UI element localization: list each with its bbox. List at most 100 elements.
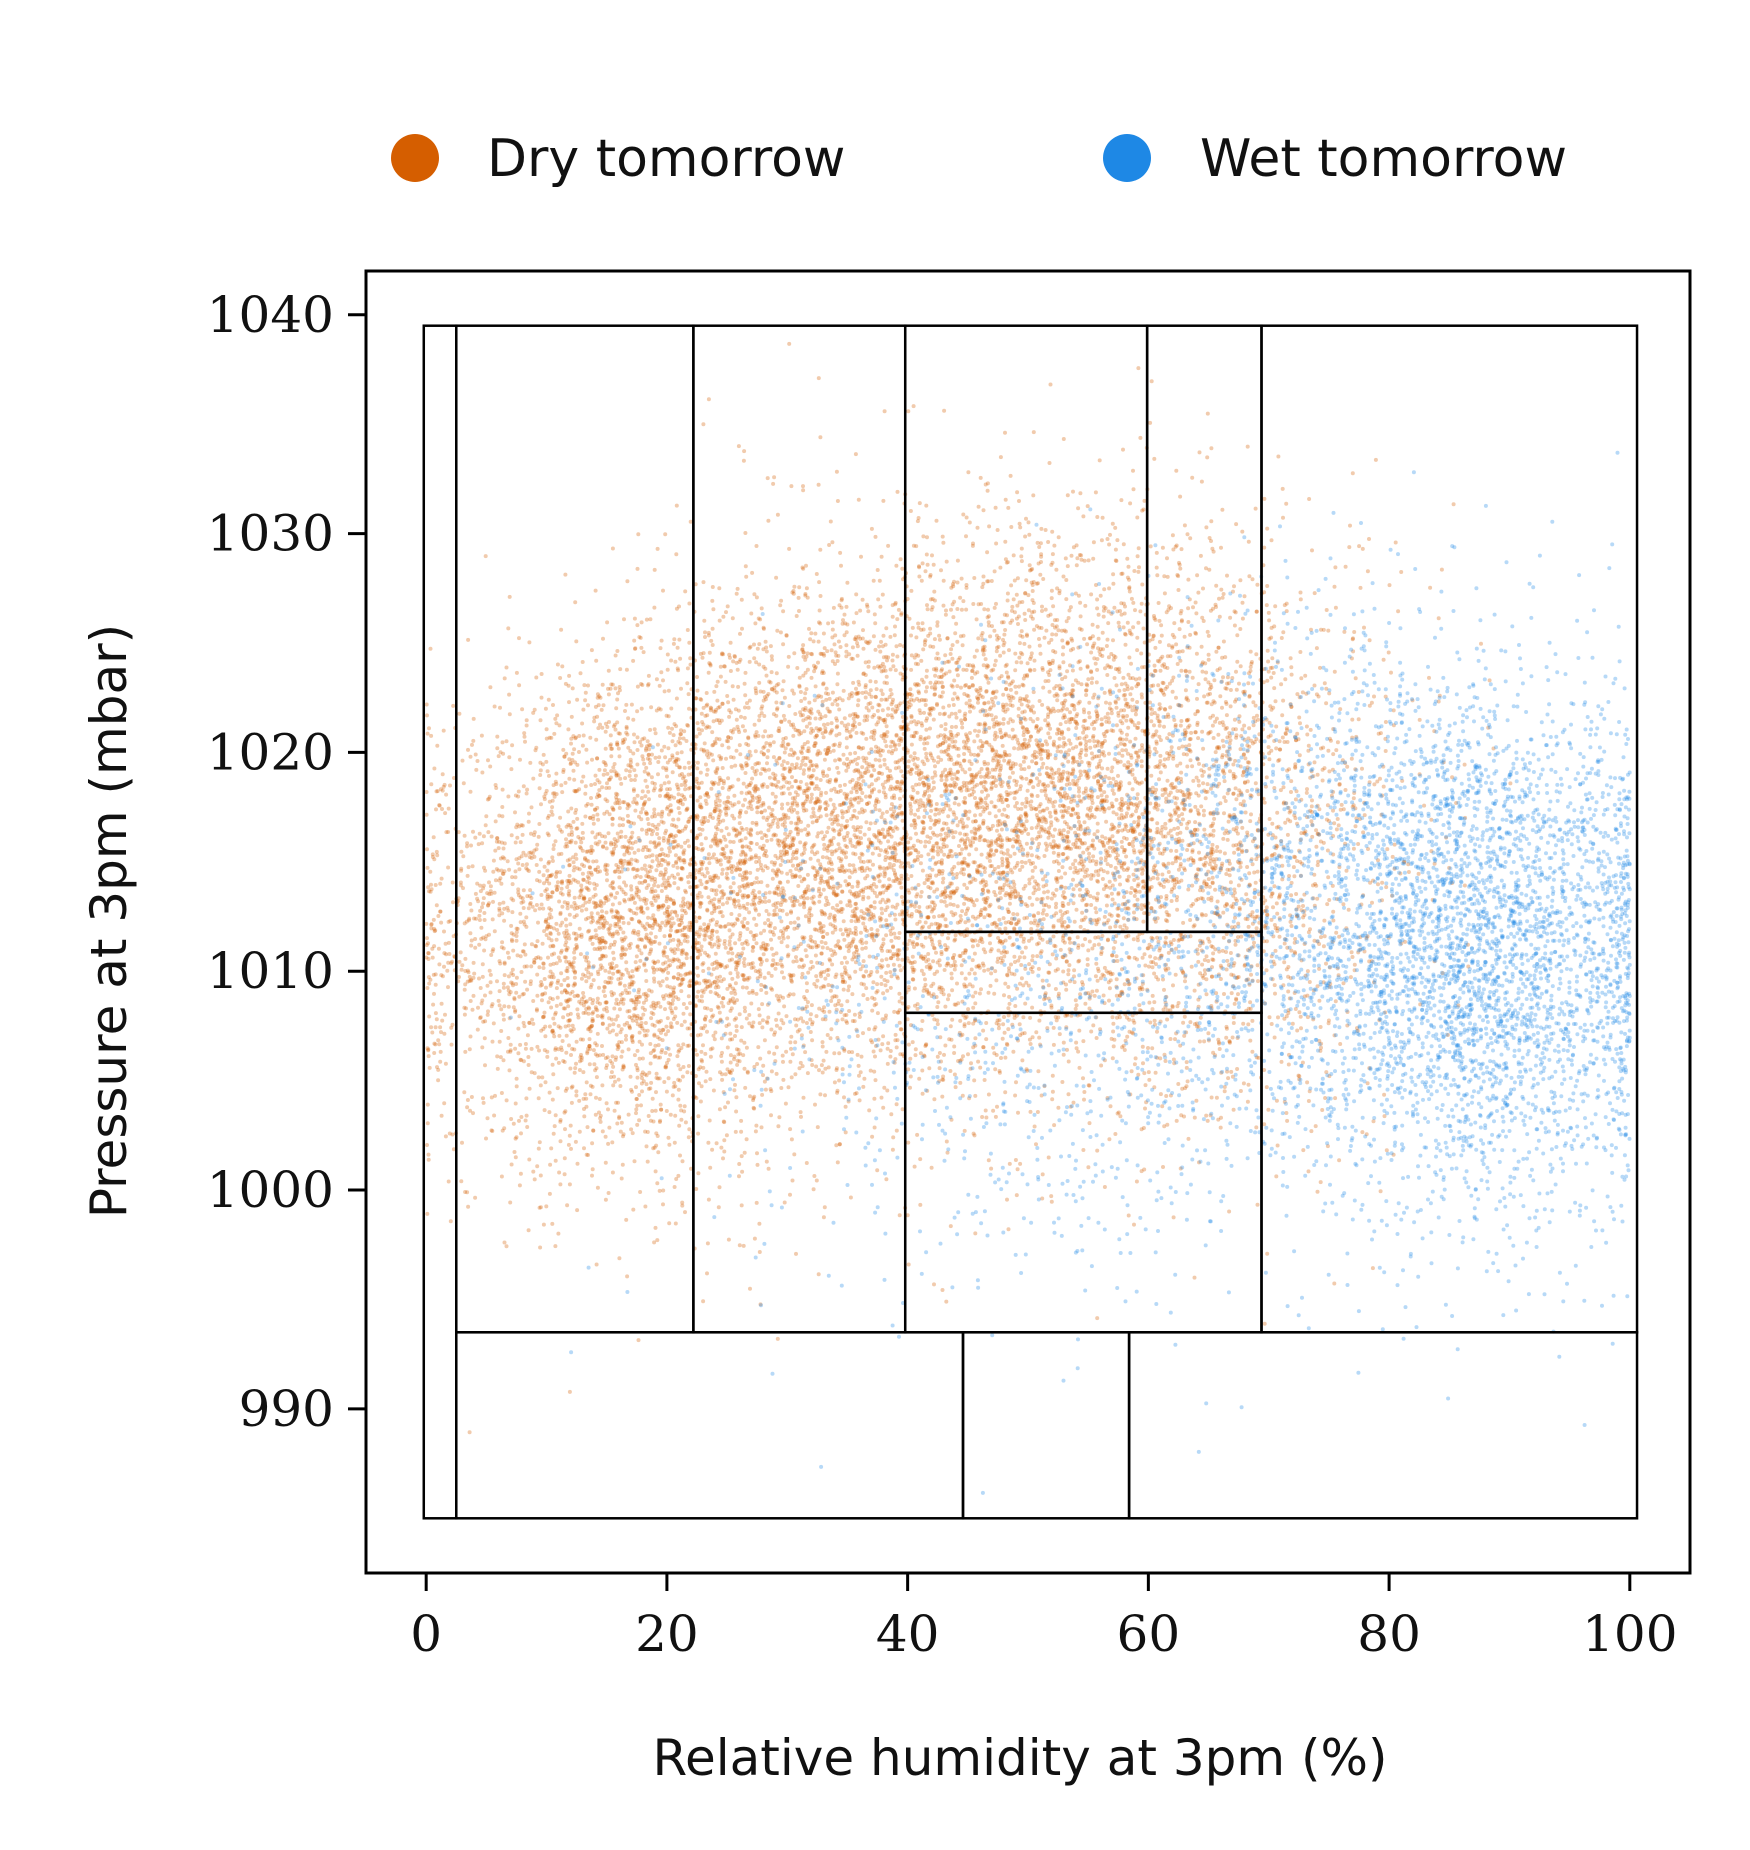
data-point	[492, 929, 497, 934]
data-point	[697, 870, 702, 875]
data-point	[733, 1034, 737, 1038]
data-point	[664, 1024, 669, 1029]
data-point	[604, 868, 609, 873]
data-point	[835, 885, 840, 890]
data-point	[520, 823, 525, 828]
data-point	[572, 956, 577, 961]
data-point	[425, 1046, 430, 1051]
data-point	[551, 975, 556, 980]
data-point	[819, 790, 824, 795]
data-point	[781, 1077, 786, 1082]
data-point	[788, 992, 792, 997]
data-point	[439, 1113, 444, 1118]
data-point	[477, 942, 482, 947]
data-point	[560, 1039, 565, 1043]
data-point	[549, 894, 554, 899]
data-point	[764, 673, 769, 678]
data-point	[662, 1080, 667, 1084]
data-point	[666, 838, 671, 843]
data-point	[600, 834, 605, 839]
data-point	[561, 747, 566, 752]
data-point	[601, 703, 606, 708]
data-point	[656, 1000, 661, 1005]
data-point	[684, 1006, 689, 1010]
data-point	[742, 963, 747, 968]
data-point	[718, 664, 723, 669]
data-point	[614, 863, 619, 867]
data-point	[558, 1119, 563, 1124]
data-point	[687, 984, 692, 988]
data-point	[569, 904, 574, 909]
data-point	[521, 888, 526, 893]
data-point	[725, 986, 730, 991]
data-point	[548, 1162, 553, 1167]
data-point	[859, 807, 864, 812]
data-point	[680, 866, 685, 871]
data-point	[542, 881, 546, 886]
data-point	[547, 1024, 552, 1029]
data-point	[873, 1025, 878, 1030]
data-point	[635, 793, 640, 798]
data-point	[462, 1012, 467, 1017]
data-point	[639, 951, 644, 956]
data-point	[606, 1107, 610, 1112]
data-point	[473, 1195, 478, 1200]
data-point	[779, 719, 784, 724]
data-point	[595, 903, 600, 908]
data-point	[502, 1240, 507, 1245]
data-point	[514, 975, 519, 980]
data-point	[473, 752, 478, 757]
data-point	[659, 968, 664, 972]
data-point	[589, 914, 594, 919]
data-point	[563, 780, 568, 785]
data-point	[510, 743, 515, 748]
data-point	[606, 1191, 611, 1195]
data-point	[531, 1021, 536, 1026]
data-point	[871, 634, 876, 639]
data-point	[502, 973, 507, 978]
data-point	[659, 670, 664, 675]
data-point	[1021, 759, 1026, 764]
data-point	[565, 966, 570, 970]
data-point	[497, 913, 502, 918]
data-point	[568, 840, 573, 845]
data-point	[632, 796, 637, 801]
data-point	[589, 870, 594, 875]
data-point	[491, 947, 496, 952]
data-point	[547, 974, 552, 979]
data-point	[792, 920, 797, 925]
data-point	[446, 960, 451, 965]
data-point	[652, 1023, 657, 1028]
data-point	[630, 1038, 635, 1043]
data-point	[542, 864, 547, 869]
data-point	[544, 759, 549, 764]
data-point	[644, 1073, 649, 1078]
data-point	[861, 628, 865, 633]
data-point	[805, 1071, 810, 1076]
data-point	[769, 937, 773, 942]
data-point	[656, 863, 660, 868]
data-point	[967, 809, 972, 814]
data-point	[697, 915, 702, 920]
data-point	[891, 863, 896, 867]
data-point	[459, 849, 464, 854]
data-point	[879, 697, 884, 702]
data-point	[645, 817, 650, 821]
data-point	[598, 899, 603, 904]
data-point	[647, 757, 652, 762]
data-point	[642, 761, 647, 766]
data-point	[629, 1127, 634, 1132]
data-point	[481, 883, 486, 888]
data-point	[686, 1135, 691, 1140]
legend-marker-dry	[391, 134, 439, 182]
data-point	[699, 948, 704, 953]
data-point	[759, 988, 764, 992]
data-point	[789, 1137, 794, 1142]
data-point	[629, 887, 634, 892]
data-point	[593, 928, 598, 933]
data-point	[573, 810, 578, 815]
data-point	[593, 782, 597, 786]
data-point	[515, 835, 520, 840]
data-point	[621, 817, 625, 822]
data-point	[575, 697, 580, 702]
